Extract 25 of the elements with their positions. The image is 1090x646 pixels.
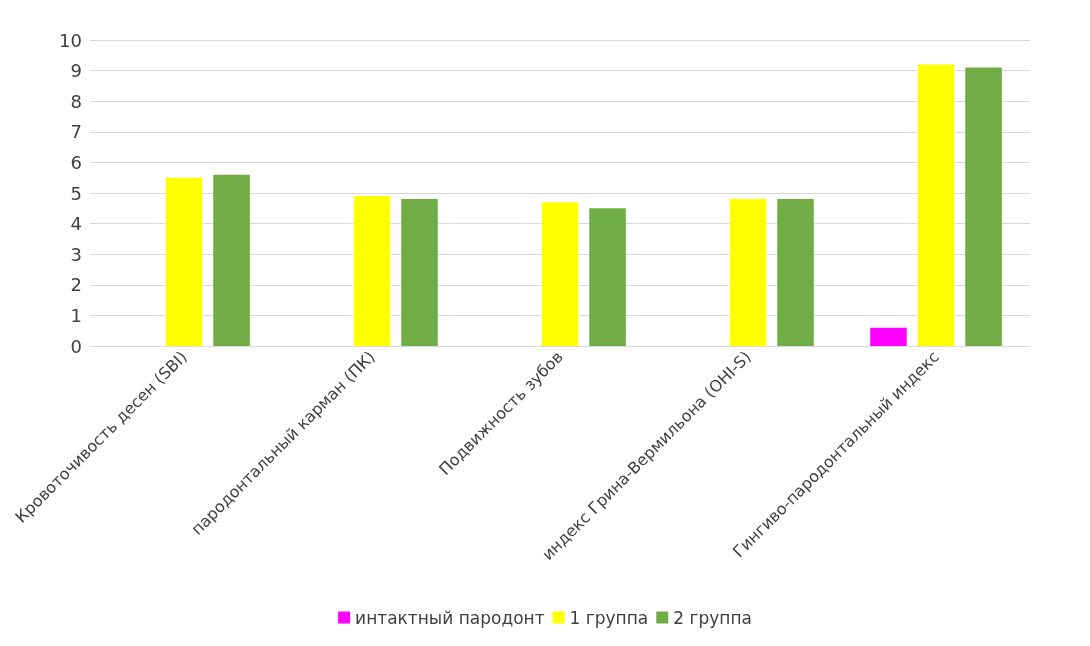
legend-label: 2 группа <box>673 607 752 628</box>
bar <box>777 199 814 346</box>
bar <box>917 64 955 346</box>
y-tick-label: 9 <box>70 60 82 82</box>
y-tick-label: 5 <box>70 182 82 204</box>
legend-label: интактный пародонт <box>355 607 545 628</box>
bar <box>870 327 907 346</box>
bar <box>401 199 438 346</box>
y-tick-label: 6 <box>70 151 82 173</box>
y-tick-label: 10 <box>59 29 82 51</box>
y-tick-label: 3 <box>70 243 82 265</box>
bar <box>965 67 1002 346</box>
legend-label: 1 группа <box>569 607 649 628</box>
y-tick-label: 0 <box>70 335 82 357</box>
y-tick-label: 7 <box>70 121 82 143</box>
bar <box>213 174 250 346</box>
bar <box>541 202 579 346</box>
bar <box>589 208 626 346</box>
bar <box>165 177 203 346</box>
y-tick-label: 2 <box>70 274 82 296</box>
bar <box>353 196 391 346</box>
y-tick-label: 4 <box>70 213 82 235</box>
bar <box>729 199 767 346</box>
y-tick-label: 1 <box>70 304 82 326</box>
y-tick-label: 8 <box>70 90 82 112</box>
